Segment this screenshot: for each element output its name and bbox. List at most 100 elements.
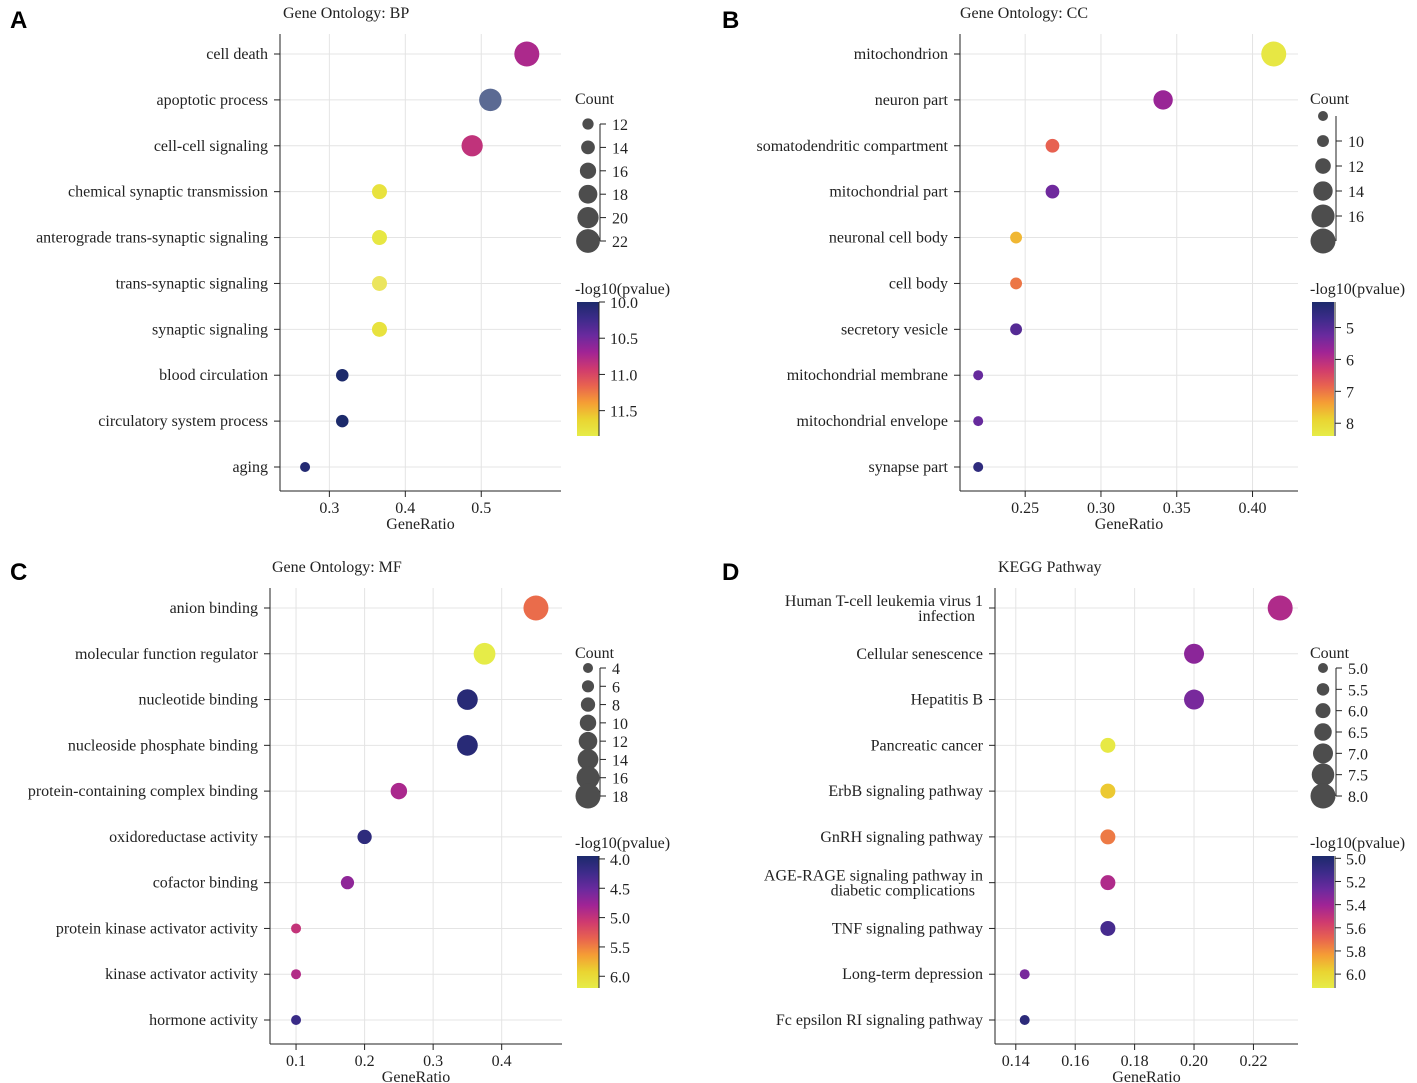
size-legend-label: 6.0 (1348, 704, 1368, 721)
y-category-label: neuron part (875, 92, 949, 109)
size-legend-dot (1311, 763, 1335, 786)
y-category-label: cell body (889, 275, 948, 292)
size-legend-dot (580, 697, 596, 712)
data-point[interactable] (357, 829, 372, 845)
color-bar-label: 4.5 (610, 881, 630, 898)
gridlines (960, 34, 1298, 491)
color-bar-label: 6 (1346, 352, 1354, 369)
y-category-label: oxidoreductase activity (109, 829, 258, 846)
x-axis-label: GeneRatio (1112, 1069, 1180, 1083)
size-legend-dot (576, 229, 600, 253)
y-category-label: molecular function regulator (75, 646, 259, 663)
size-legend-dot (1316, 683, 1330, 696)
x-tick-label: 0.3 (319, 500, 339, 517)
data-point[interactable] (371, 321, 387, 337)
size-legend-dot (578, 184, 598, 204)
x-tick-label: 0.30 (1087, 500, 1115, 517)
y-category-label: aging (232, 459, 268, 476)
y-category-label: mitochondrial envelope (796, 413, 948, 430)
panel-a: A Gene Ontology: BP 0.3 0.4 0.5 GeneRatio cell… (10, 5, 670, 533)
size-legend-label: 6 (612, 679, 620, 696)
size-legend-dot (1315, 703, 1331, 719)
data-point[interactable] (1184, 689, 1205, 710)
data-point[interactable] (1100, 875, 1116, 891)
data-point[interactable] (336, 414, 349, 428)
y-category-label: GnRH signaling pathway (820, 829, 983, 846)
data-point[interactable] (371, 275, 387, 291)
x-tick-label: 0.35 (1163, 500, 1191, 517)
x-tick-label: 0.20 (1180, 1053, 1208, 1070)
data-point[interactable] (973, 370, 984, 381)
data-point[interactable] (479, 88, 502, 112)
x-tick-label: 0.4 (395, 500, 415, 517)
color-bar (577, 856, 599, 988)
y-category-label: apoptotic process (156, 92, 268, 109)
color-bar-label: 5.0 (610, 911, 630, 928)
data-point[interactable] (457, 689, 478, 710)
size-legend-title: Count (1310, 91, 1350, 108)
y-category-label: anion binding (170, 600, 258, 617)
y-category-label: Long-term depression (842, 966, 983, 983)
size-legend-label: 18 (612, 187, 628, 204)
size-legend-title: Count (575, 91, 615, 108)
data-point[interactable] (1100, 737, 1116, 753)
data-point[interactable] (457, 734, 478, 756)
y-category-label: trans-synaptic signaling (116, 275, 268, 292)
data-point[interactable] (371, 230, 387, 246)
data-point[interactable] (973, 416, 984, 427)
data-point[interactable] (300, 462, 311, 472)
data-point[interactable] (514, 41, 540, 67)
data-point[interactable] (1019, 969, 1030, 980)
data-point[interactable] (523, 595, 549, 621)
y-category-label: hormone activity (149, 1012, 258, 1029)
data-point[interactable] (371, 184, 387, 200)
data-point[interactable] (1100, 829, 1116, 845)
x-tick-label: 0.40 (1239, 500, 1267, 517)
data-point[interactable] (461, 135, 483, 157)
data-point[interactable] (1184, 643, 1205, 664)
data-point[interactable] (973, 462, 984, 472)
color-bar-label: 10.0 (610, 295, 638, 312)
panel-letter: B (722, 7, 739, 34)
x-axis-label: GeneRatio (386, 516, 454, 533)
data-point[interactable] (336, 368, 349, 382)
size-legend-label: 7.5 (1348, 768, 1368, 785)
data-point[interactable] (1019, 1015, 1030, 1025)
data-point[interactable] (291, 969, 302, 980)
size-legend-label: 10 (1348, 134, 1364, 151)
y-category-label: neuronal cell body (829, 230, 948, 247)
y-category-label: nucleotide binding (138, 692, 258, 709)
size-legend-label: 22 (612, 234, 628, 251)
color-bar-label: 5 (1346, 321, 1354, 338)
y-category-label-line: infection (918, 608, 975, 625)
data-point[interactable] (1010, 231, 1023, 244)
y-category-label: mitochondrion (854, 46, 948, 63)
y-category-label-line: Human T-cell leukemia virus 1 (785, 593, 983, 610)
color-bar-label: 10.5 (610, 331, 638, 348)
y-category-label: Pancreatic cancer (871, 737, 984, 754)
data-point[interactable] (473, 642, 496, 665)
data-point[interactable] (390, 782, 408, 800)
data-point[interactable] (1045, 138, 1060, 153)
data-point[interactable] (1045, 184, 1060, 199)
data-point[interactable] (1153, 90, 1173, 110)
size-legend-dot (577, 206, 599, 229)
y-category-label: ErbB signaling pathway (828, 783, 983, 800)
data-point[interactable] (340, 876, 355, 890)
data-point[interactable] (1261, 41, 1287, 67)
data-point[interactable] (291, 1015, 302, 1025)
data-point[interactable] (291, 923, 302, 934)
data-point[interactable] (1010, 277, 1023, 290)
data-point[interactable] (1267, 595, 1293, 621)
size-legend-title: Count (1310, 645, 1350, 662)
color-bar-label: 11.5 (610, 404, 637, 421)
panel-letter: A (10, 7, 27, 34)
size-legend-title: Count (575, 645, 615, 662)
color-bar-label: 5.4 (1346, 898, 1366, 915)
data-point[interactable] (1100, 783, 1116, 799)
color-legend-title: -log10(pvalue) (575, 835, 670, 852)
data-point[interactable] (1010, 323, 1023, 336)
y-category-label: chemical synaptic transmission (68, 184, 268, 201)
data-point[interactable] (1100, 920, 1116, 936)
panel-d: D KEGG Pathway 0.14 0.16 0.18 0.20 0.22 GeneRat… (722, 559, 1405, 1083)
